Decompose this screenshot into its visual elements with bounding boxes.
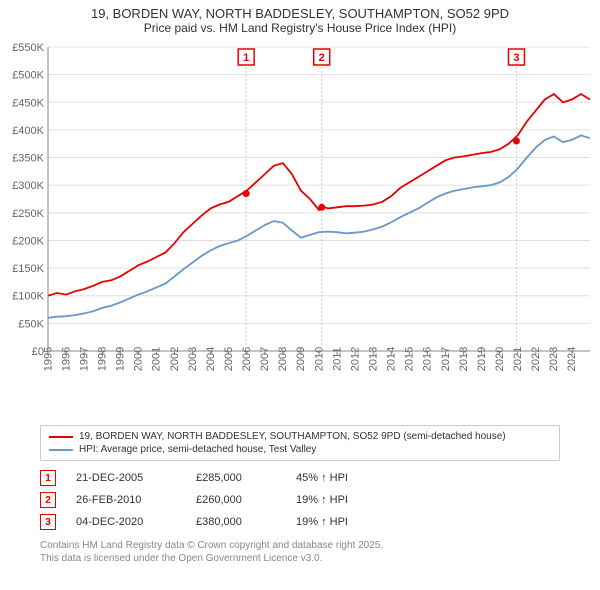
svg-text:£450K: £450K	[12, 97, 44, 109]
annotation-price: £285,000	[196, 472, 296, 484]
svg-text:£250K: £250K	[12, 208, 44, 220]
annotation-number-box: 3	[40, 514, 56, 530]
footer: Contains HM Land Registry data © Crown c…	[40, 539, 560, 565]
chart-subtitle: Price paid vs. HM Land Registry's House …	[0, 21, 600, 39]
annotation-delta: 45% ↑ HPI	[296, 472, 348, 484]
svg-text:1: 1	[243, 52, 249, 64]
legend-swatch	[49, 436, 73, 438]
svg-text:£400K: £400K	[12, 125, 44, 137]
annotation-date: 26-FEB-2010	[76, 494, 196, 506]
svg-text:2021: 2021	[512, 347, 524, 371]
annotation-date: 04-DEC-2020	[76, 516, 196, 528]
svg-text:2013: 2013	[368, 347, 380, 371]
svg-text:2018: 2018	[458, 347, 470, 371]
svg-text:£150K: £150K	[12, 263, 44, 275]
legend-label: HPI: Average price, semi-detached house,…	[79, 444, 316, 455]
svg-text:1996: 1996	[60, 347, 72, 371]
svg-text:2012: 2012	[349, 347, 361, 371]
svg-text:2002: 2002	[169, 347, 181, 371]
svg-text:£500K: £500K	[12, 70, 44, 82]
svg-text:2015: 2015	[404, 347, 416, 371]
svg-text:£550K: £550K	[12, 42, 44, 54]
svg-text:2019: 2019	[476, 347, 488, 371]
svg-text:2024: 2024	[566, 347, 578, 371]
annotation-row: 1 21-DEC-2005 £285,000 45% ↑ HPI	[40, 467, 560, 489]
legend-label: 19, BORDEN WAY, NORTH BADDESLEY, SOUTHAM…	[79, 431, 506, 442]
svg-text:2006: 2006	[241, 347, 253, 371]
annotation-price: £260,000	[196, 494, 296, 506]
svg-text:1998: 1998	[96, 347, 108, 371]
annotation-delta: 19% ↑ HPI	[296, 516, 348, 528]
svg-text:2003: 2003	[187, 347, 199, 371]
svg-text:2005: 2005	[223, 347, 235, 371]
svg-text:2009: 2009	[295, 347, 307, 371]
annotation-row: 2 26-FEB-2010 £260,000 19% ↑ HPI	[40, 489, 560, 511]
svg-text:£100K: £100K	[12, 291, 44, 303]
annotation-number-box: 1	[40, 470, 56, 486]
svg-text:2000: 2000	[133, 347, 145, 371]
svg-text:2022: 2022	[530, 347, 542, 371]
legend: 19, BORDEN WAY, NORTH BADDESLEY, SOUTHAM…	[40, 425, 560, 461]
annotation-row: 3 04-DEC-2020 £380,000 19% ↑ HPI	[40, 511, 560, 533]
svg-text:2004: 2004	[205, 347, 217, 371]
svg-text:£50K: £50K	[18, 318, 44, 330]
svg-text:2007: 2007	[259, 347, 271, 371]
svg-text:2001: 2001	[151, 347, 163, 371]
svg-text:2: 2	[319, 52, 325, 64]
svg-text:1999: 1999	[115, 347, 127, 371]
legend-swatch	[49, 449, 73, 451]
chart-title: 19, BORDEN WAY, NORTH BADDESLEY, SOUTHAM…	[0, 0, 600, 21]
chart-area: £0£50K£100K£150K£200K£250K£300K£350K£400…	[0, 39, 600, 419]
annotations-table: 1 21-DEC-2005 £285,000 45% ↑ HPI 2 26-FE…	[40, 467, 560, 533]
footer-copyright: Contains HM Land Registry data © Crown c…	[40, 539, 560, 552]
svg-text:1997: 1997	[78, 347, 90, 371]
svg-text:2010: 2010	[313, 347, 325, 371]
footer-licence: This data is licensed under the Open Gov…	[40, 552, 560, 565]
line-chart: £0£50K£100K£150K£200K£250K£300K£350K£400…	[0, 39, 600, 419]
svg-text:2016: 2016	[422, 347, 434, 371]
svg-text:£350K: £350K	[12, 153, 44, 165]
svg-text:£300K: £300K	[12, 180, 44, 192]
svg-text:3: 3	[513, 52, 519, 64]
svg-text:£200K: £200K	[12, 235, 44, 247]
annotation-number-box: 2	[40, 492, 56, 508]
svg-text:2023: 2023	[548, 347, 560, 371]
svg-text:2017: 2017	[440, 347, 452, 371]
legend-row: 19, BORDEN WAY, NORTH BADDESLEY, SOUTHAM…	[49, 430, 551, 443]
annotation-price: £380,000	[196, 516, 296, 528]
annotation-date: 21-DEC-2005	[76, 472, 196, 484]
legend-row: HPI: Average price, semi-detached house,…	[49, 443, 551, 456]
svg-text:2014: 2014	[386, 347, 398, 371]
svg-text:2008: 2008	[277, 347, 289, 371]
annotation-delta: 19% ↑ HPI	[296, 494, 348, 506]
svg-text:2020: 2020	[494, 347, 506, 371]
